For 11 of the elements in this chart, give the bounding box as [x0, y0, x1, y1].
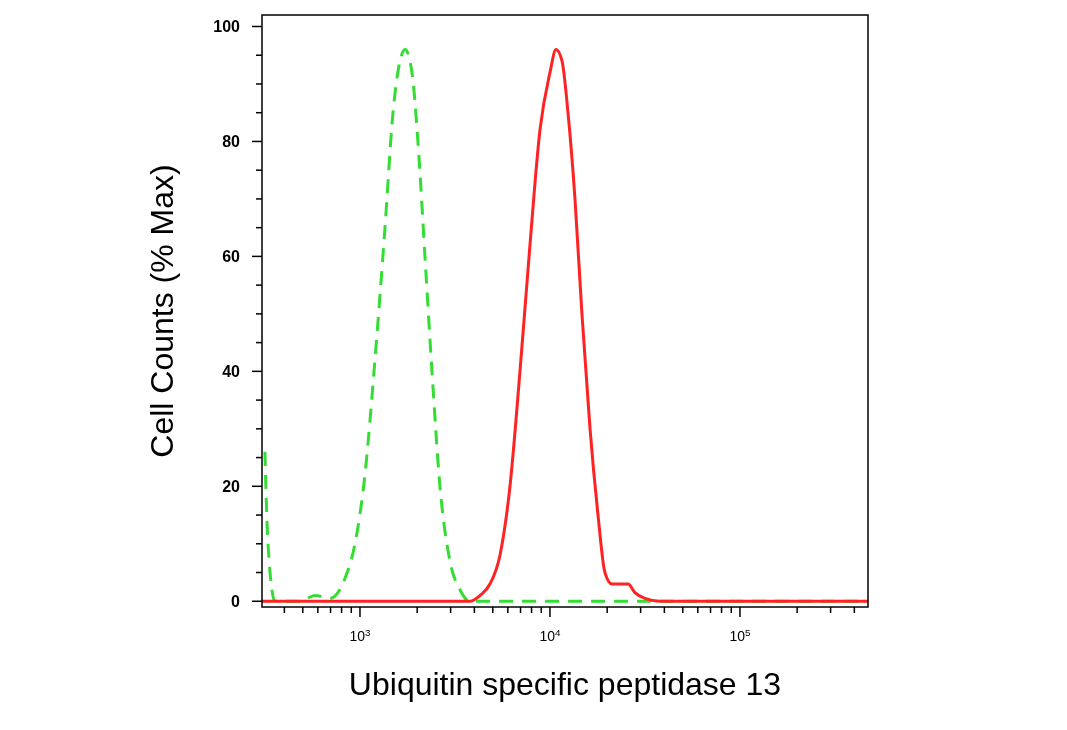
y-tick-label: 80 [222, 133, 241, 151]
y-axis-title: Cell Counts (% Max) [144, 164, 180, 458]
x-tick-label: 10$^{4}$ [539, 626, 562, 644]
y-tick-label: 100 [213, 18, 241, 36]
y-tick-label: 0 [231, 592, 241, 610]
y-tick-label: 60 [222, 248, 241, 265]
x-tick-label: 10$^{3}$ [349, 626, 372, 644]
y-tick-label: 40 [222, 362, 241, 380]
x-tick-label: 10$^{5}$ [729, 626, 752, 644]
y-tick-label: 20 [222, 477, 241, 495]
x-axis-title: Ubiquitin specific peptidase 13 [348, 666, 782, 702]
